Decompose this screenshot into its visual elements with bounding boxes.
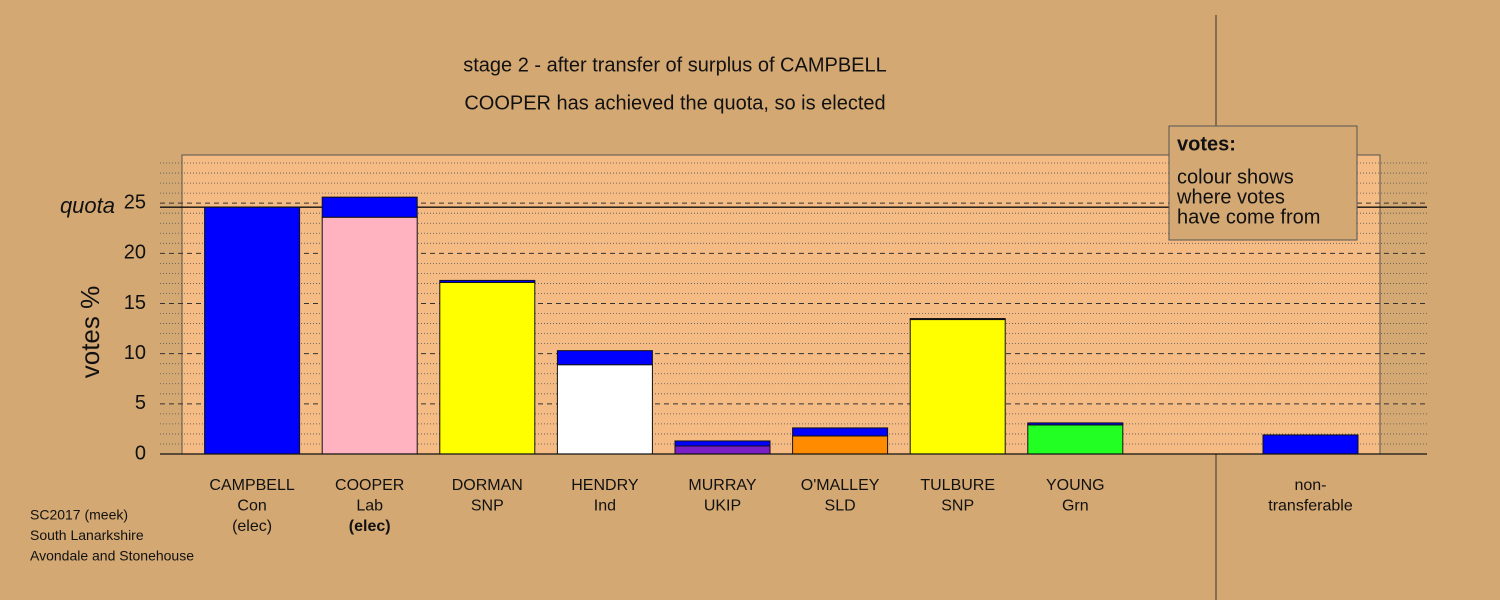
x-tick-label: Lab xyxy=(356,498,383,515)
x-tick-label: CAMPBELL xyxy=(209,477,294,494)
bar-segment xyxy=(792,435,889,455)
x-tick-label: Grn xyxy=(1062,498,1089,515)
x-tick-label: DORMAN xyxy=(452,477,523,494)
legend-text: colour shows xyxy=(1177,166,1294,188)
y-tick-label: 5 xyxy=(135,392,146,414)
footer-text: SC2017 (meek) xyxy=(30,507,128,523)
x-tick-label: O'MALLEY xyxy=(801,477,880,494)
bar-segment xyxy=(1262,434,1359,455)
legend-text: have come from xyxy=(1177,206,1320,228)
chart-subtitle: COOPER has achieved the quota, so is ele… xyxy=(464,92,885,114)
y-axis-label: votes % xyxy=(75,286,105,379)
y-tick-label: 10 xyxy=(124,342,146,364)
bar-segment xyxy=(439,281,536,455)
bar-segment xyxy=(321,196,418,218)
legend-title: votes: xyxy=(1177,133,1236,155)
bar-segment xyxy=(204,206,301,455)
y-tick-label: 25 xyxy=(124,191,146,213)
x-tick-label: YOUNG xyxy=(1046,477,1105,494)
x-tick-label: Ind xyxy=(594,498,616,515)
footer-text: South Lanarkshire xyxy=(30,527,144,543)
quota-label: quota xyxy=(60,193,115,218)
x-tick-label: SLD xyxy=(825,498,856,515)
x-tick-label: COOPER xyxy=(335,477,404,494)
bar-segment xyxy=(674,445,771,455)
bar-segment xyxy=(909,318,1006,321)
x-tick-label: (elec) xyxy=(349,518,391,535)
y-tick-label: 15 xyxy=(124,292,146,314)
bar-segment xyxy=(439,279,536,283)
x-tick-label: SNP xyxy=(471,498,504,515)
footer-text: Avondale and Stonehouse xyxy=(30,548,194,564)
chart-title: stage 2 - after transfer of surplus of C… xyxy=(463,54,887,76)
bar-segment xyxy=(1027,424,1124,455)
x-tick-label: UKIP xyxy=(704,498,741,515)
x-tick-label: transferable xyxy=(1268,498,1353,515)
x-tick-label: non- xyxy=(1294,477,1326,494)
bar-segment xyxy=(1027,422,1124,426)
bar-segment xyxy=(321,216,418,455)
bar-segment xyxy=(556,364,653,455)
x-tick-label: MURRAY xyxy=(688,477,756,494)
bar-segment xyxy=(909,319,1006,455)
x-tick-label: Con xyxy=(237,498,266,515)
bar-segment xyxy=(792,427,889,437)
y-tick-label: 20 xyxy=(124,242,146,264)
bar-segment xyxy=(674,440,771,447)
bar-segment xyxy=(556,350,653,366)
y-tick-label: 0 xyxy=(135,442,146,464)
x-tick-label: TULBURE xyxy=(920,477,995,494)
legend-box xyxy=(1168,125,1358,241)
x-tick-label: HENDRY xyxy=(571,477,639,494)
legend-text: where votes xyxy=(1176,186,1285,208)
x-tick-label: (elec) xyxy=(232,518,272,535)
x-tick-label: SNP xyxy=(941,498,974,515)
